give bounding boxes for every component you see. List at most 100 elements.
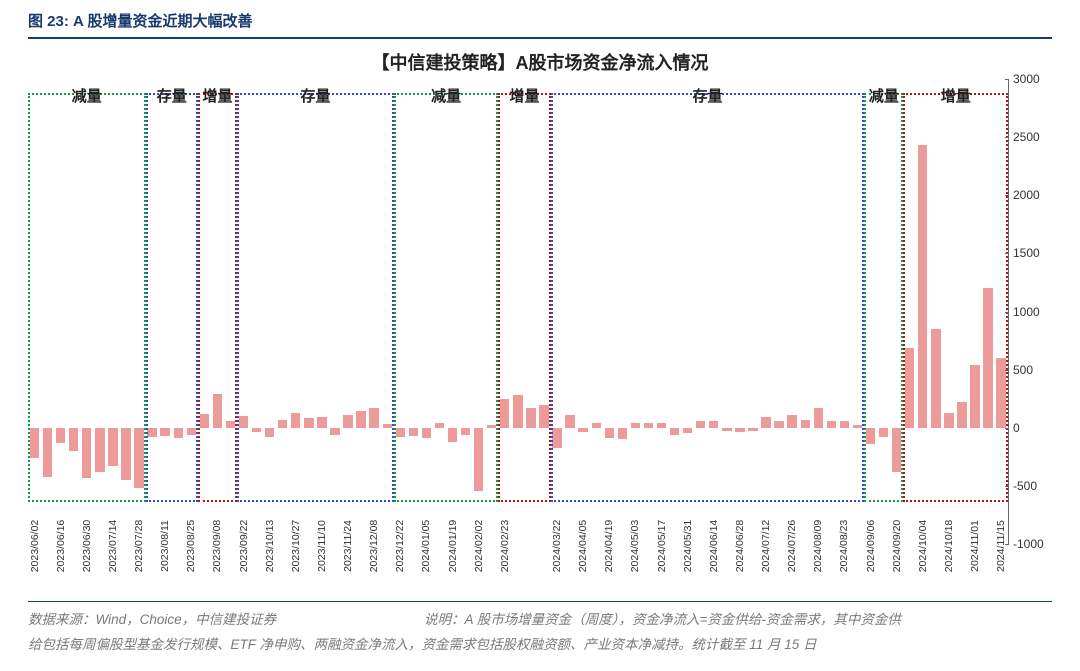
figure-label: 图 23: A 股增量资金近期大幅改善 bbox=[28, 10, 1052, 39]
x-tick-label: 2024/07/12 bbox=[760, 520, 772, 573]
x-tick-label: 2023/06/30 bbox=[81, 520, 93, 573]
x-tick-label: 2024/02/02 bbox=[473, 520, 485, 573]
bar bbox=[500, 399, 509, 428]
x-tick-label: 2023/07/14 bbox=[107, 520, 119, 573]
description-line2: 给包括每周偏股型基金发行规模、ETF 净申购、两融资金净流入，资金需求包括股权融… bbox=[28, 633, 1052, 658]
bar bbox=[160, 428, 169, 436]
y-axis: -1000-500050010001500200025003000 bbox=[1008, 79, 1052, 544]
bar bbox=[814, 408, 823, 428]
y-tick-label: 3000 bbox=[1013, 72, 1040, 86]
bar bbox=[474, 428, 483, 491]
bar bbox=[95, 428, 104, 472]
bar bbox=[996, 358, 1005, 428]
x-tick-label: 2024/05/03 bbox=[629, 520, 641, 573]
bar bbox=[30, 428, 39, 458]
x-tick-label: 2024/09/20 bbox=[891, 520, 903, 573]
bar bbox=[944, 413, 953, 428]
x-tick-label: 2024/08/23 bbox=[838, 520, 850, 573]
x-tick-label: 2024/05/31 bbox=[682, 520, 694, 573]
x-tick-label: 2024/03/22 bbox=[551, 520, 563, 573]
bar bbox=[108, 428, 117, 466]
bar bbox=[970, 365, 979, 428]
bar bbox=[396, 428, 405, 437]
x-tick-label: 2024/09/06 bbox=[865, 520, 877, 573]
x-tick-label: 2023/12/22 bbox=[394, 520, 406, 573]
bar bbox=[304, 418, 313, 427]
x-tick-label: 2024/10/04 bbox=[917, 520, 929, 573]
x-tick-label: 2023/06/16 bbox=[55, 520, 67, 573]
bar bbox=[552, 428, 561, 448]
plot-area: 减量存量增量存量减量增量存量减量增量 bbox=[28, 79, 1008, 544]
x-tick-label: 2024/11/15 bbox=[995, 520, 1007, 572]
x-tick-label: 2023/12/08 bbox=[368, 520, 380, 573]
bar bbox=[879, 428, 888, 437]
x-tick-label: 2024/10/18 bbox=[943, 520, 955, 573]
x-tick-label: 2024/04/05 bbox=[577, 520, 589, 573]
bar bbox=[448, 428, 457, 442]
bar bbox=[121, 428, 130, 480]
x-tick-label: 2024/05/17 bbox=[656, 520, 668, 573]
x-tick-label: 2024/02/23 bbox=[499, 520, 511, 573]
bar bbox=[69, 428, 78, 451]
bar bbox=[147, 428, 156, 437]
x-tick-label: 2024/06/14 bbox=[708, 520, 720, 573]
bar bbox=[565, 415, 574, 428]
bar bbox=[82, 428, 91, 478]
bar bbox=[213, 394, 222, 428]
bar bbox=[761, 417, 770, 427]
bar bbox=[200, 414, 209, 428]
bar bbox=[291, 413, 300, 428]
x-tick-label: 2023/10/27 bbox=[290, 520, 302, 573]
y-tick-label: 2500 bbox=[1013, 130, 1040, 144]
bar bbox=[827, 421, 836, 428]
x-tick-label: 2023/10/13 bbox=[264, 520, 276, 573]
bar bbox=[774, 421, 783, 428]
bar bbox=[709, 421, 718, 428]
y-tick-label: 0 bbox=[1013, 421, 1020, 435]
bar bbox=[931, 329, 940, 428]
bar bbox=[983, 288, 992, 428]
footnote: 数据来源：Wind，Choice，中信建投证券 说明：A 股市场增量资金（周度）… bbox=[28, 608, 1052, 658]
chart-container: 【中信建投策略】A股市场资金净流入情况 减量存量增量存量减量增量存量减量增量 -… bbox=[28, 47, 1052, 602]
bar bbox=[461, 428, 470, 435]
x-tick-label: 2023/09/08 bbox=[211, 520, 223, 573]
x-tick-label: 2023/06/02 bbox=[29, 520, 41, 573]
bar bbox=[866, 428, 875, 444]
x-axis: 2023/06/022023/06/162023/06/302023/07/14… bbox=[28, 544, 1052, 604]
x-tick-label: 2024/08/09 bbox=[812, 520, 824, 573]
bar bbox=[892, 428, 901, 472]
x-tick-label: 2023/08/25 bbox=[185, 520, 197, 573]
bar bbox=[56, 428, 65, 443]
bar bbox=[226, 421, 235, 428]
bar bbox=[605, 428, 614, 438]
x-tick-label: 2023/07/28 bbox=[133, 520, 145, 573]
bar bbox=[957, 402, 966, 428]
y-tick-label: 1500 bbox=[1013, 246, 1040, 260]
x-tick-label: 2024/07/26 bbox=[786, 520, 798, 573]
bar bbox=[787, 415, 796, 428]
y-tick-label: 1000 bbox=[1013, 305, 1040, 319]
bar bbox=[905, 348, 914, 428]
bar bbox=[265, 428, 274, 437]
x-tick-label: 2024/01/05 bbox=[420, 520, 432, 573]
bar bbox=[369, 408, 378, 428]
bar bbox=[409, 428, 418, 436]
bar bbox=[422, 428, 431, 438]
x-tick-label: 2023/11/10 bbox=[316, 520, 328, 572]
chart-title: 【中信建投策略】A股市场资金净流入情况 bbox=[28, 47, 1052, 79]
bar bbox=[670, 428, 679, 435]
bar bbox=[918, 145, 927, 427]
x-tick-label: 2024/11/01 bbox=[969, 520, 981, 572]
y-tick-label: -500 bbox=[1013, 479, 1037, 493]
bar bbox=[317, 417, 326, 427]
bar bbox=[356, 411, 365, 427]
bar bbox=[174, 428, 183, 438]
x-tick-label: 2024/06/28 bbox=[734, 520, 746, 573]
x-tick-label: 2023/09/22 bbox=[238, 520, 250, 573]
x-tick-label: 2024/04/19 bbox=[603, 520, 615, 573]
bar bbox=[513, 395, 522, 428]
x-tick-label: 2023/11/24 bbox=[342, 520, 354, 572]
y-tick-label: 2000 bbox=[1013, 188, 1040, 202]
x-tick-label: 2023/08/11 bbox=[159, 520, 171, 572]
data-source: 数据来源：Wind，Choice，中信建投证券 bbox=[28, 608, 424, 633]
